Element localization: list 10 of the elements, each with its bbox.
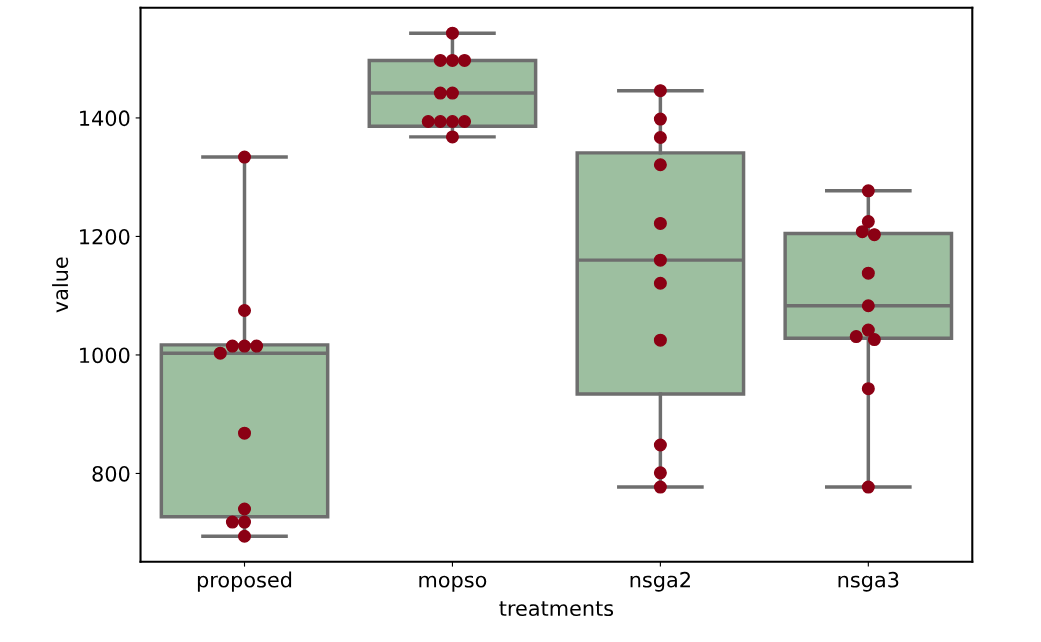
y-tick-label: 1400 (80, 110, 130, 127)
x-tick-label: nsga2 (630, 571, 690, 592)
y-tick-label: 800 (92, 465, 130, 482)
y-tick-label: 1000 (80, 347, 130, 364)
x-tick-label: mopso (419, 575, 487, 592)
y-tick-label: 1200 (80, 228, 130, 245)
y-axis-title: value (52, 257, 69, 313)
x-axis-title: treatments (499, 601, 614, 617)
x-tick-label: proposed (197, 571, 292, 592)
x-tick-label: nsga3 (838, 571, 899, 592)
